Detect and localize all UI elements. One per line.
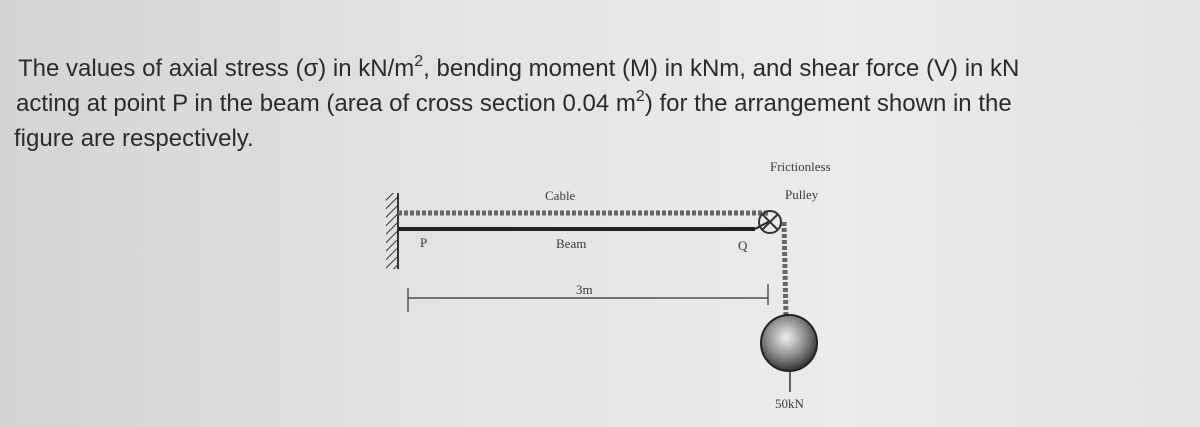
pulley-spoke — [761, 213, 779, 231]
pulley-label: Pulley — [785, 187, 819, 202]
question: The values of axial stress (σ) in kN/m2,… — [14, 53, 1019, 152]
weight — [760, 314, 818, 372]
pulley — [758, 210, 782, 234]
wall — [386, 193, 398, 269]
text-part: acting at point P in the beam (area of c… — [16, 90, 636, 117]
text-part: ) for the arrangement shown in the — [645, 90, 1012, 117]
pulley-label: Frictionless — [770, 159, 831, 174]
superscript: 2 — [414, 53, 423, 70]
cable-label: Cable — [545, 188, 576, 203]
load-label: 50kN — [775, 396, 805, 411]
rope — [781, 221, 789, 319]
question-line: The values of axial stress (σ) in kN/m2,… — [18, 53, 1019, 82]
text-part: The values of axial stress (σ) in kN/m — [18, 55, 414, 82]
point-label: Q — [738, 238, 748, 253]
beam-link — [754, 220, 771, 230]
question-line: figure are respectively. — [14, 125, 254, 152]
figure: Frictionless Pulley Cable Beam P Q 3m 50… — [386, 159, 831, 411]
question-line: acting at point P in the beam (area of c… — [16, 88, 1012, 117]
dimension-label: 3m — [576, 282, 593, 297]
text-part: figure are respectively. — [14, 125, 254, 152]
beam-label: Beam — [556, 236, 586, 251]
superscript: 2 — [636, 88, 645, 105]
point-label: P — [420, 235, 427, 250]
text-part: , bending moment (M) in kNm, and shear f… — [423, 55, 1019, 82]
